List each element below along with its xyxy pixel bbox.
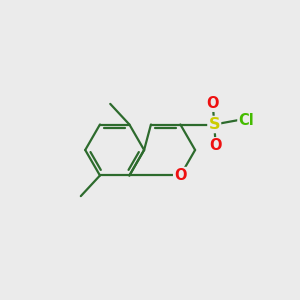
Text: O: O (209, 138, 222, 153)
Text: Cl: Cl (238, 112, 254, 128)
Text: S: S (208, 117, 220, 132)
Text: O: O (206, 96, 219, 111)
Text: O: O (174, 168, 187, 183)
